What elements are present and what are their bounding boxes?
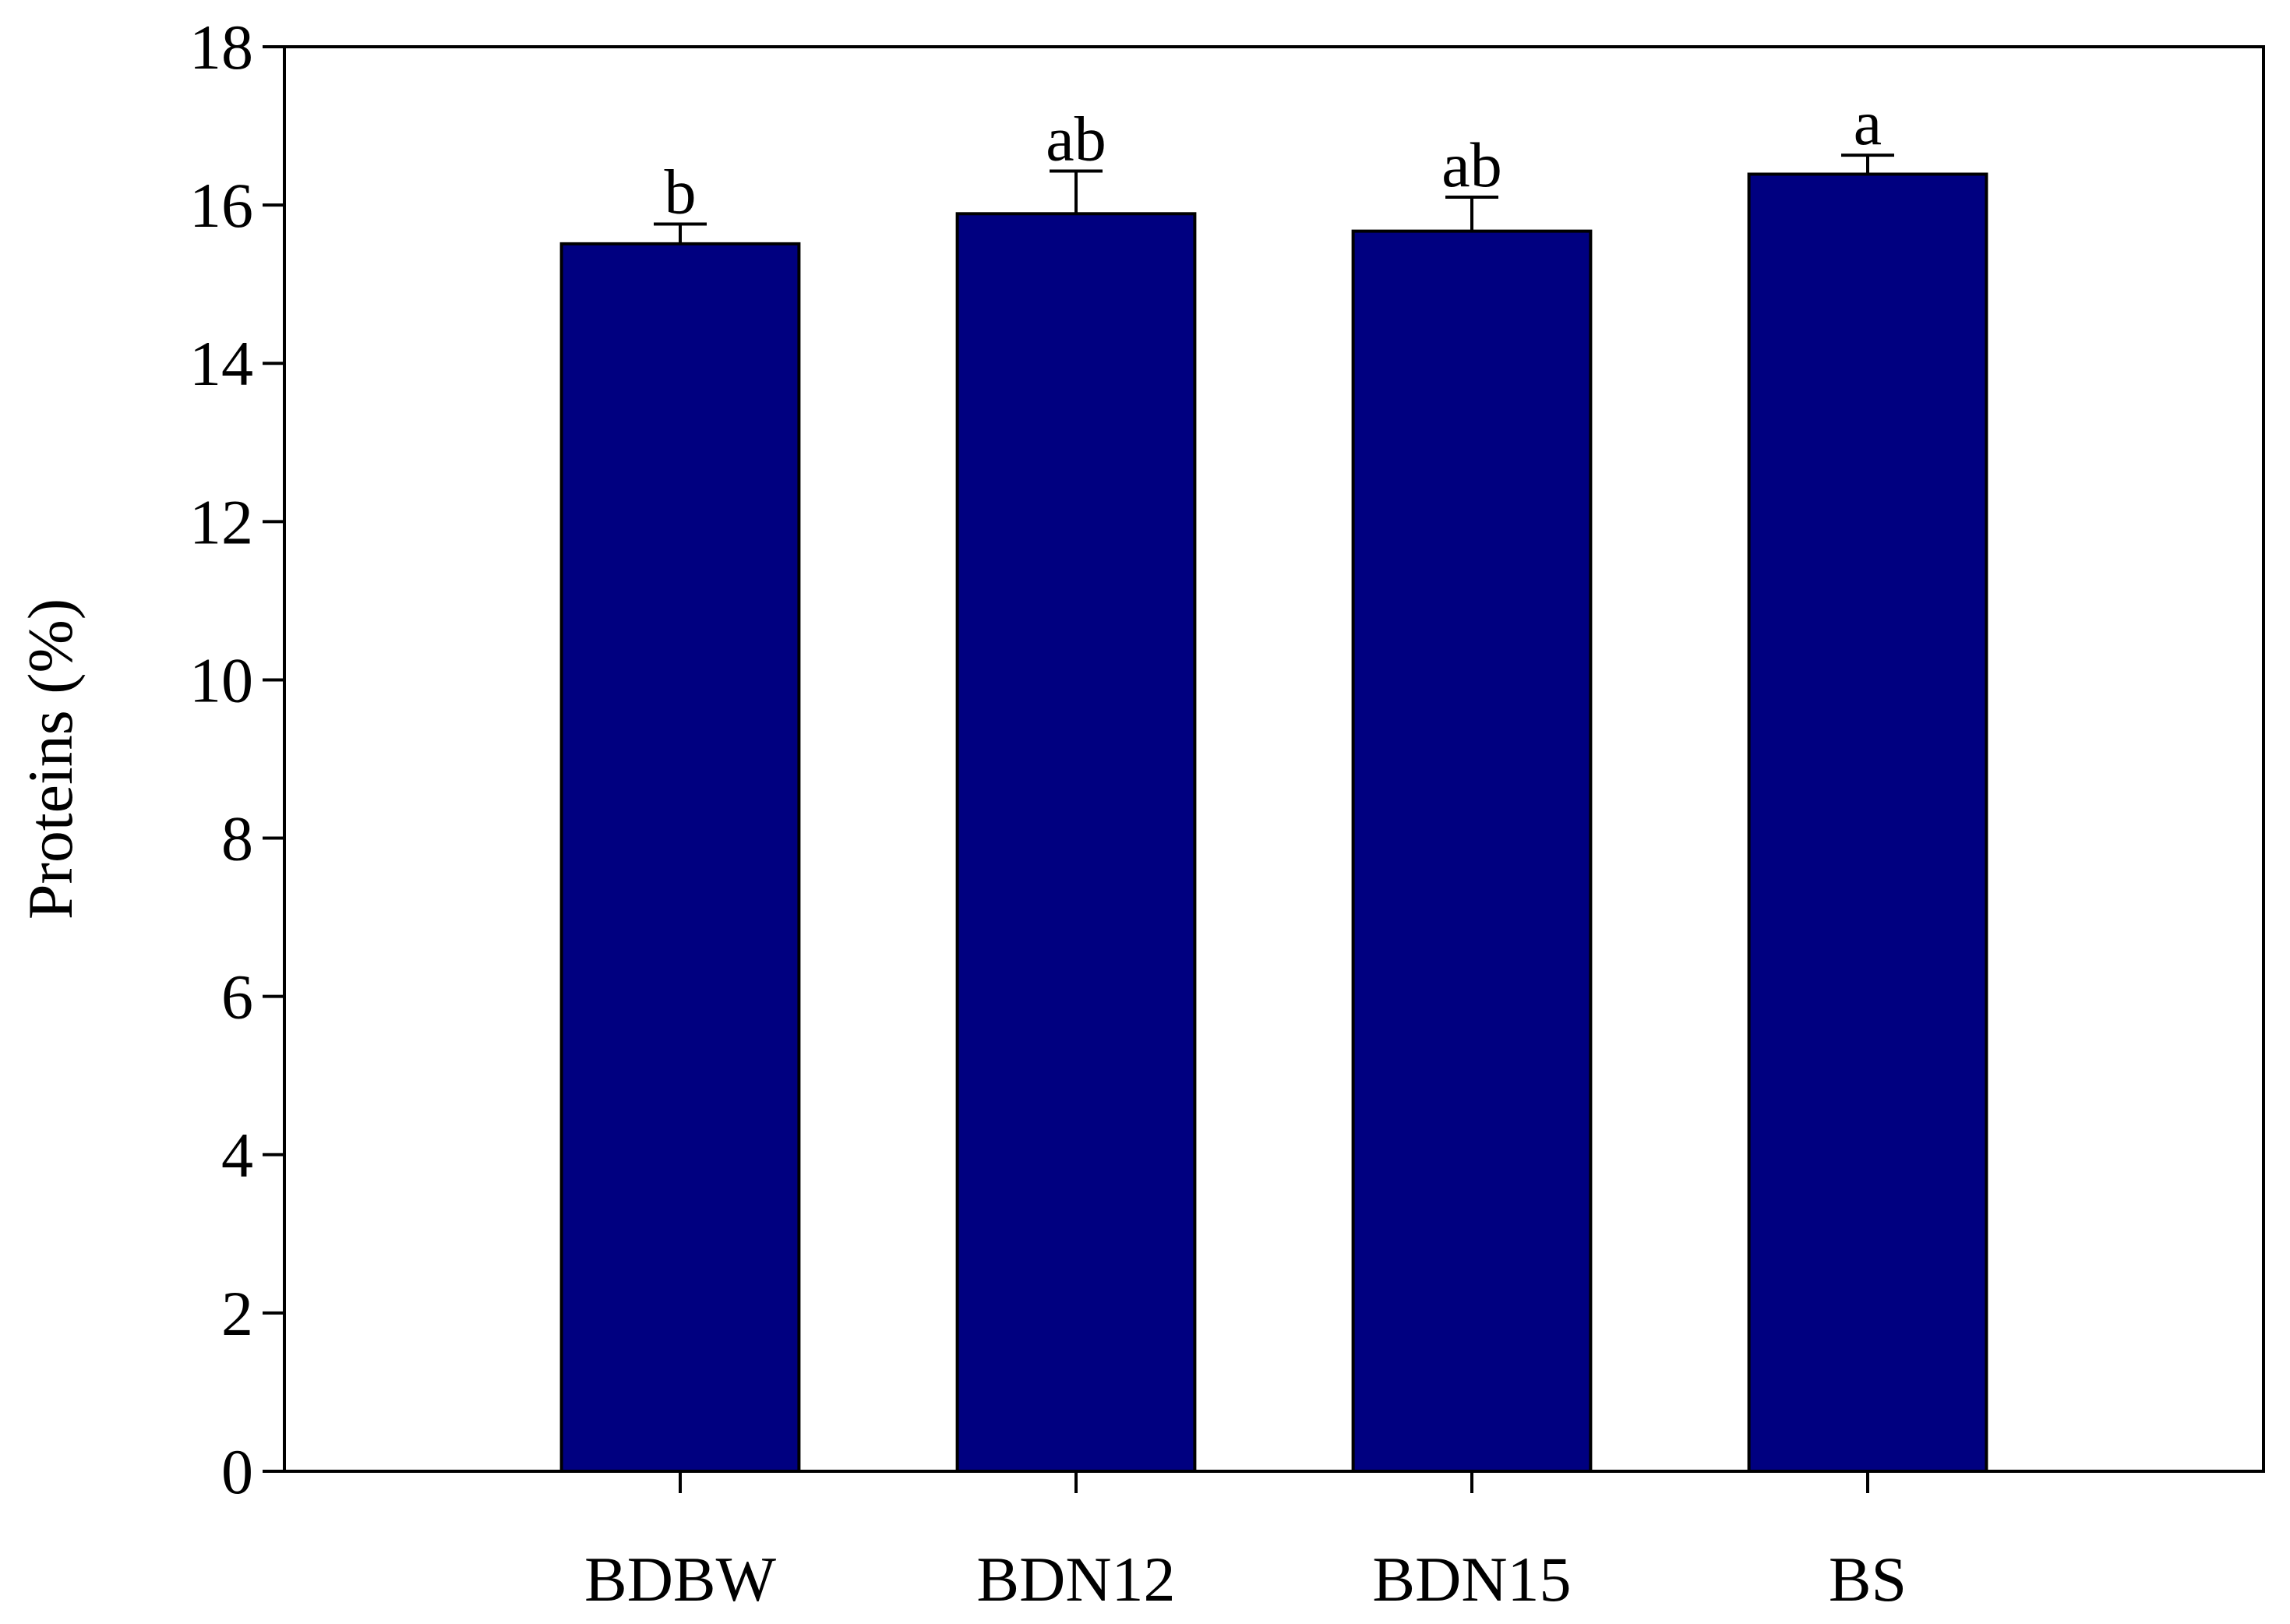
y-tick-label: 4 bbox=[221, 1120, 253, 1191]
y-tick-label: 18 bbox=[189, 12, 253, 83]
y-tick-label: 2 bbox=[221, 1278, 253, 1349]
significance-letter: a bbox=[1854, 87, 1882, 158]
x-tick-label: BDN12 bbox=[976, 1544, 1175, 1615]
y-tick-label: 0 bbox=[221, 1436, 253, 1507]
y-tick-label: 10 bbox=[189, 644, 253, 715]
x-tick-label: BDBW bbox=[584, 1544, 777, 1615]
significance-letter: ab bbox=[1441, 129, 1501, 200]
bar bbox=[559, 242, 801, 1474]
y-tick-label: 6 bbox=[221, 962, 253, 1033]
y-axis-label: Proteins (%) bbox=[15, 598, 86, 920]
bar bbox=[1747, 172, 1988, 1474]
y-tick-label: 8 bbox=[221, 803, 253, 874]
x-tick-label: BS bbox=[1829, 1544, 1907, 1615]
y-tick-label: 12 bbox=[189, 486, 253, 557]
y-tick-label: 16 bbox=[189, 170, 253, 241]
bar bbox=[1351, 229, 1593, 1474]
x-tick-label: BDN15 bbox=[1372, 1544, 1571, 1615]
significance-letter: b bbox=[665, 156, 697, 227]
y-tick-label: 14 bbox=[189, 328, 253, 399]
significance-letter: ab bbox=[1046, 103, 1106, 174]
bar bbox=[955, 212, 1197, 1473]
plot-frame bbox=[283, 45, 2265, 1473]
